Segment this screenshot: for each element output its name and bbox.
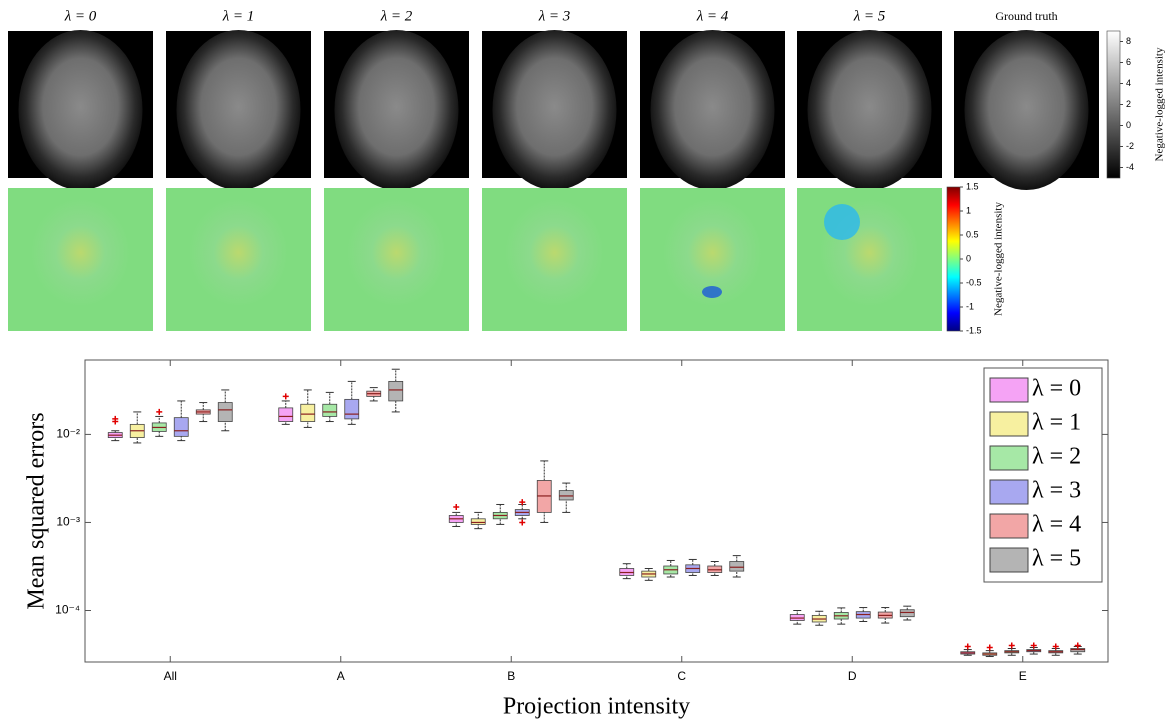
- colorbar-tick-label: -2: [1126, 141, 1134, 151]
- x-axis-label: Projection intensity: [503, 694, 690, 720]
- image-title: λ = 5: [853, 8, 886, 24]
- colorbar-tick-label: -4: [1126, 162, 1134, 172]
- head-shape: [493, 30, 617, 190]
- y-tick-label: 10⁻²: [56, 427, 80, 441]
- head-shape: [651, 30, 775, 190]
- colorbar-tick-label: 0: [966, 253, 971, 263]
- legend-label: λ = 3: [1032, 478, 1081, 504]
- legend-swatch: [990, 378, 1028, 402]
- image-title: λ = 4: [696, 8, 729, 24]
- colorbar-tick-label: 1.5: [966, 181, 979, 191]
- error-blob: [824, 204, 860, 240]
- box: [900, 610, 914, 617]
- colorbar-tick-label: 2: [1126, 99, 1131, 109]
- colorbar-label: Negative-logged intensity: [1154, 47, 1166, 161]
- error-blob: [702, 286, 722, 298]
- colorbar: [1107, 31, 1120, 178]
- box: [730, 562, 744, 572]
- image-title: Ground truth: [995, 9, 1057, 23]
- colorbar-tick-label: 8: [1126, 36, 1131, 46]
- head-shape: [965, 30, 1089, 190]
- colorbar-tick-label: 0.5: [966, 229, 979, 239]
- box: [218, 403, 232, 422]
- legend-label: λ = 1: [1032, 410, 1081, 436]
- colorbar-tick-label: 1: [966, 205, 971, 215]
- box: [345, 399, 359, 419]
- image-title: λ = 0: [64, 8, 97, 24]
- legend-swatch: [990, 514, 1028, 538]
- box: [389, 381, 403, 401]
- y-tick-label: 10⁻⁴: [55, 603, 80, 617]
- colorbar-tick-label: -1.5: [966, 325, 982, 335]
- box: [279, 408, 293, 422]
- legend-swatch: [990, 446, 1028, 470]
- legend-label: λ = 2: [1032, 444, 1081, 470]
- colorbar-tick-label: -0.5: [966, 277, 982, 287]
- colorbar-tick-label: 4: [1126, 78, 1131, 88]
- box: [174, 418, 188, 437]
- colorbar-tick-label: 6: [1126, 57, 1131, 67]
- figure: λ = 0 λ = 1 λ = 2 λ = 3 λ = 4 λ = 5 Ground tru…: [0, 0, 1169, 725]
- x-tick-label: All: [164, 669, 177, 683]
- y-axis-label: Mean squared errors: [24, 412, 50, 609]
- head-shape: [177, 30, 301, 190]
- box-chart: 10⁻² 10⁻³ 10⁻⁴ Mean squared errors Projectio…: [24, 360, 1109, 720]
- head-shape: [335, 30, 459, 190]
- y-tick-label: 10⁻³: [56, 515, 80, 529]
- colorbar-label: Negative-logged intensity: [993, 202, 1005, 316]
- legend-swatch: [990, 480, 1028, 504]
- legend-swatch: [990, 548, 1028, 572]
- colorbar-tick-label: -1: [966, 301, 974, 311]
- box: [301, 404, 315, 421]
- box: [471, 519, 485, 525]
- image-title: λ = 1: [222, 8, 255, 24]
- error-shape: [184, 195, 294, 315]
- x-tick-label: C: [677, 669, 686, 683]
- error-shape: [500, 195, 610, 315]
- colorbar: [947, 187, 960, 331]
- legend-swatch: [990, 412, 1028, 436]
- plot-area: [85, 360, 1108, 662]
- x-tick-label: A: [337, 669, 345, 683]
- x-tick-label: E: [1019, 669, 1027, 683]
- image-rows: λ = 0 λ = 1 λ = 2 λ = 3 λ = 4 λ = 5 Ground tru…: [8, 8, 1166, 335]
- image-title: λ = 3: [538, 8, 571, 24]
- error-shape: [342, 195, 452, 315]
- colorbar-tick-label: 0: [1126, 120, 1131, 130]
- legend-label: λ = 4: [1032, 512, 1081, 538]
- box: [559, 491, 573, 500]
- x-tick-label: B: [507, 669, 515, 683]
- head-shape: [808, 30, 932, 190]
- legend-label: λ = 0: [1032, 376, 1081, 402]
- x-tick-label: D: [848, 669, 857, 683]
- error-shape: [26, 195, 136, 315]
- head-shape: [19, 30, 143, 190]
- box: [323, 404, 337, 416]
- legend-label: λ = 5: [1032, 546, 1081, 572]
- image-title: λ = 2: [380, 8, 413, 24]
